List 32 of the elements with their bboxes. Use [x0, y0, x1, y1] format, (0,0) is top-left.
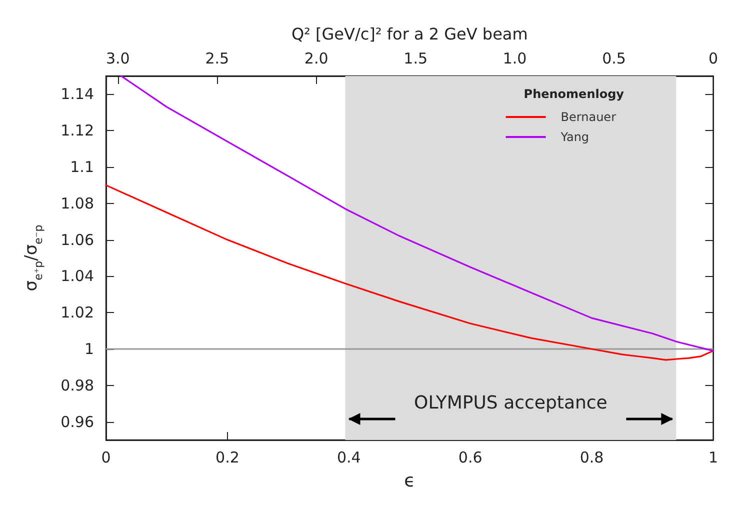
x2-tick-label: 2.0 — [304, 50, 328, 68]
x-tick-label: 0.2 — [216, 448, 240, 466]
y-tick-label: 0.96 — [60, 412, 94, 431]
y-tick-label: 1.12 — [60, 122, 94, 140]
y-axis-title: σe⁺p/σe⁻p — [22, 224, 45, 292]
band-label: OLYMPUS acceptance — [414, 392, 608, 414]
y-tick-label: 0.98 — [60, 376, 94, 394]
y-tick-label: 1 — [84, 340, 94, 358]
x-tick-label: 1 — [708, 448, 718, 466]
y-tick-label: 1.1 — [70, 158, 94, 176]
y-tick-label: 1.14 — [60, 85, 94, 104]
legend-title: Phenomenlogy — [524, 87, 624, 101]
y-tick-label: 1.04 — [60, 267, 94, 286]
x2-tick-label: 1.5 — [404, 50, 428, 68]
x2-axis-title: Q² [GeV/c]² for a 2 GeV beam — [291, 24, 528, 44]
line-series — [105, 184, 714, 361]
x2-tick-label: 0 — [708, 50, 718, 68]
x-tick-label: 0.6 — [458, 448, 482, 466]
x-axis-title: ϵ — [404, 470, 416, 492]
legend-label: Bernauer — [560, 110, 616, 124]
x-tick-label: 0 — [101, 448, 111, 466]
y-tick-label: 1.08 — [60, 194, 94, 212]
x-tick-label: 0.8 — [580, 448, 604, 466]
x2-tick-label: 2.5 — [205, 50, 230, 68]
x-tick-label: 0.4 — [336, 448, 361, 466]
y-tick-label: 1.02 — [60, 304, 94, 322]
x2-tick-label: 0.5 — [602, 50, 626, 68]
y-tick-label: 1.06 — [60, 230, 94, 249]
legend-label: Yang — [560, 130, 590, 144]
x2-tick-label: 3.0 — [106, 50, 130, 68]
line-series — [120, 75, 714, 352]
x2-tick-label: 1.0 — [502, 50, 527, 68]
